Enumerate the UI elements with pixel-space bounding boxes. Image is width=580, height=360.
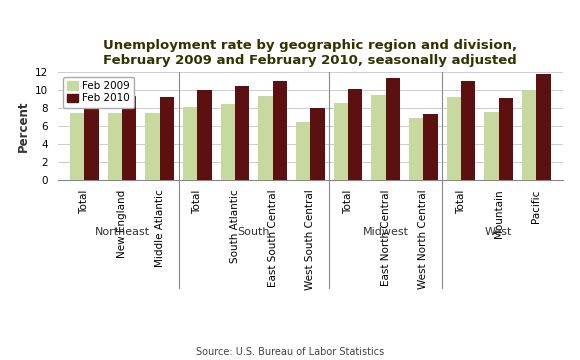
Bar xyxy=(423,114,437,180)
Bar xyxy=(536,74,550,180)
Y-axis label: Percent: Percent xyxy=(16,100,30,152)
Bar xyxy=(183,107,197,180)
Bar xyxy=(499,98,513,180)
Legend: Feb 2009, Feb 2010: Feb 2009, Feb 2010 xyxy=(63,77,134,108)
Bar xyxy=(273,81,287,180)
Bar xyxy=(447,97,461,180)
Bar xyxy=(84,97,99,180)
Bar xyxy=(409,118,423,180)
Bar xyxy=(461,81,475,180)
Bar xyxy=(310,108,325,180)
Text: West: West xyxy=(485,227,512,237)
Text: South: South xyxy=(238,227,270,237)
Bar xyxy=(484,112,499,180)
Bar xyxy=(235,85,249,180)
Bar xyxy=(160,97,174,180)
Bar xyxy=(220,104,235,180)
Bar xyxy=(296,122,310,180)
Bar xyxy=(122,96,136,180)
Text: Source: U.S. Bureau of Labor Statistics: Source: U.S. Bureau of Labor Statistics xyxy=(196,347,384,357)
Bar xyxy=(348,89,362,180)
Bar xyxy=(108,113,122,180)
Bar xyxy=(522,90,536,180)
Bar xyxy=(371,94,386,180)
Title: Unemployment rate by geographic region and division,
February 2009 and February : Unemployment rate by geographic region a… xyxy=(103,39,517,67)
Bar xyxy=(70,112,84,180)
Text: Northeast: Northeast xyxy=(95,227,150,237)
Bar xyxy=(197,90,212,180)
Text: Midwest: Midwest xyxy=(362,227,409,237)
Bar xyxy=(258,96,273,180)
Bar xyxy=(386,78,400,180)
Bar xyxy=(334,103,348,180)
Bar xyxy=(146,112,160,180)
